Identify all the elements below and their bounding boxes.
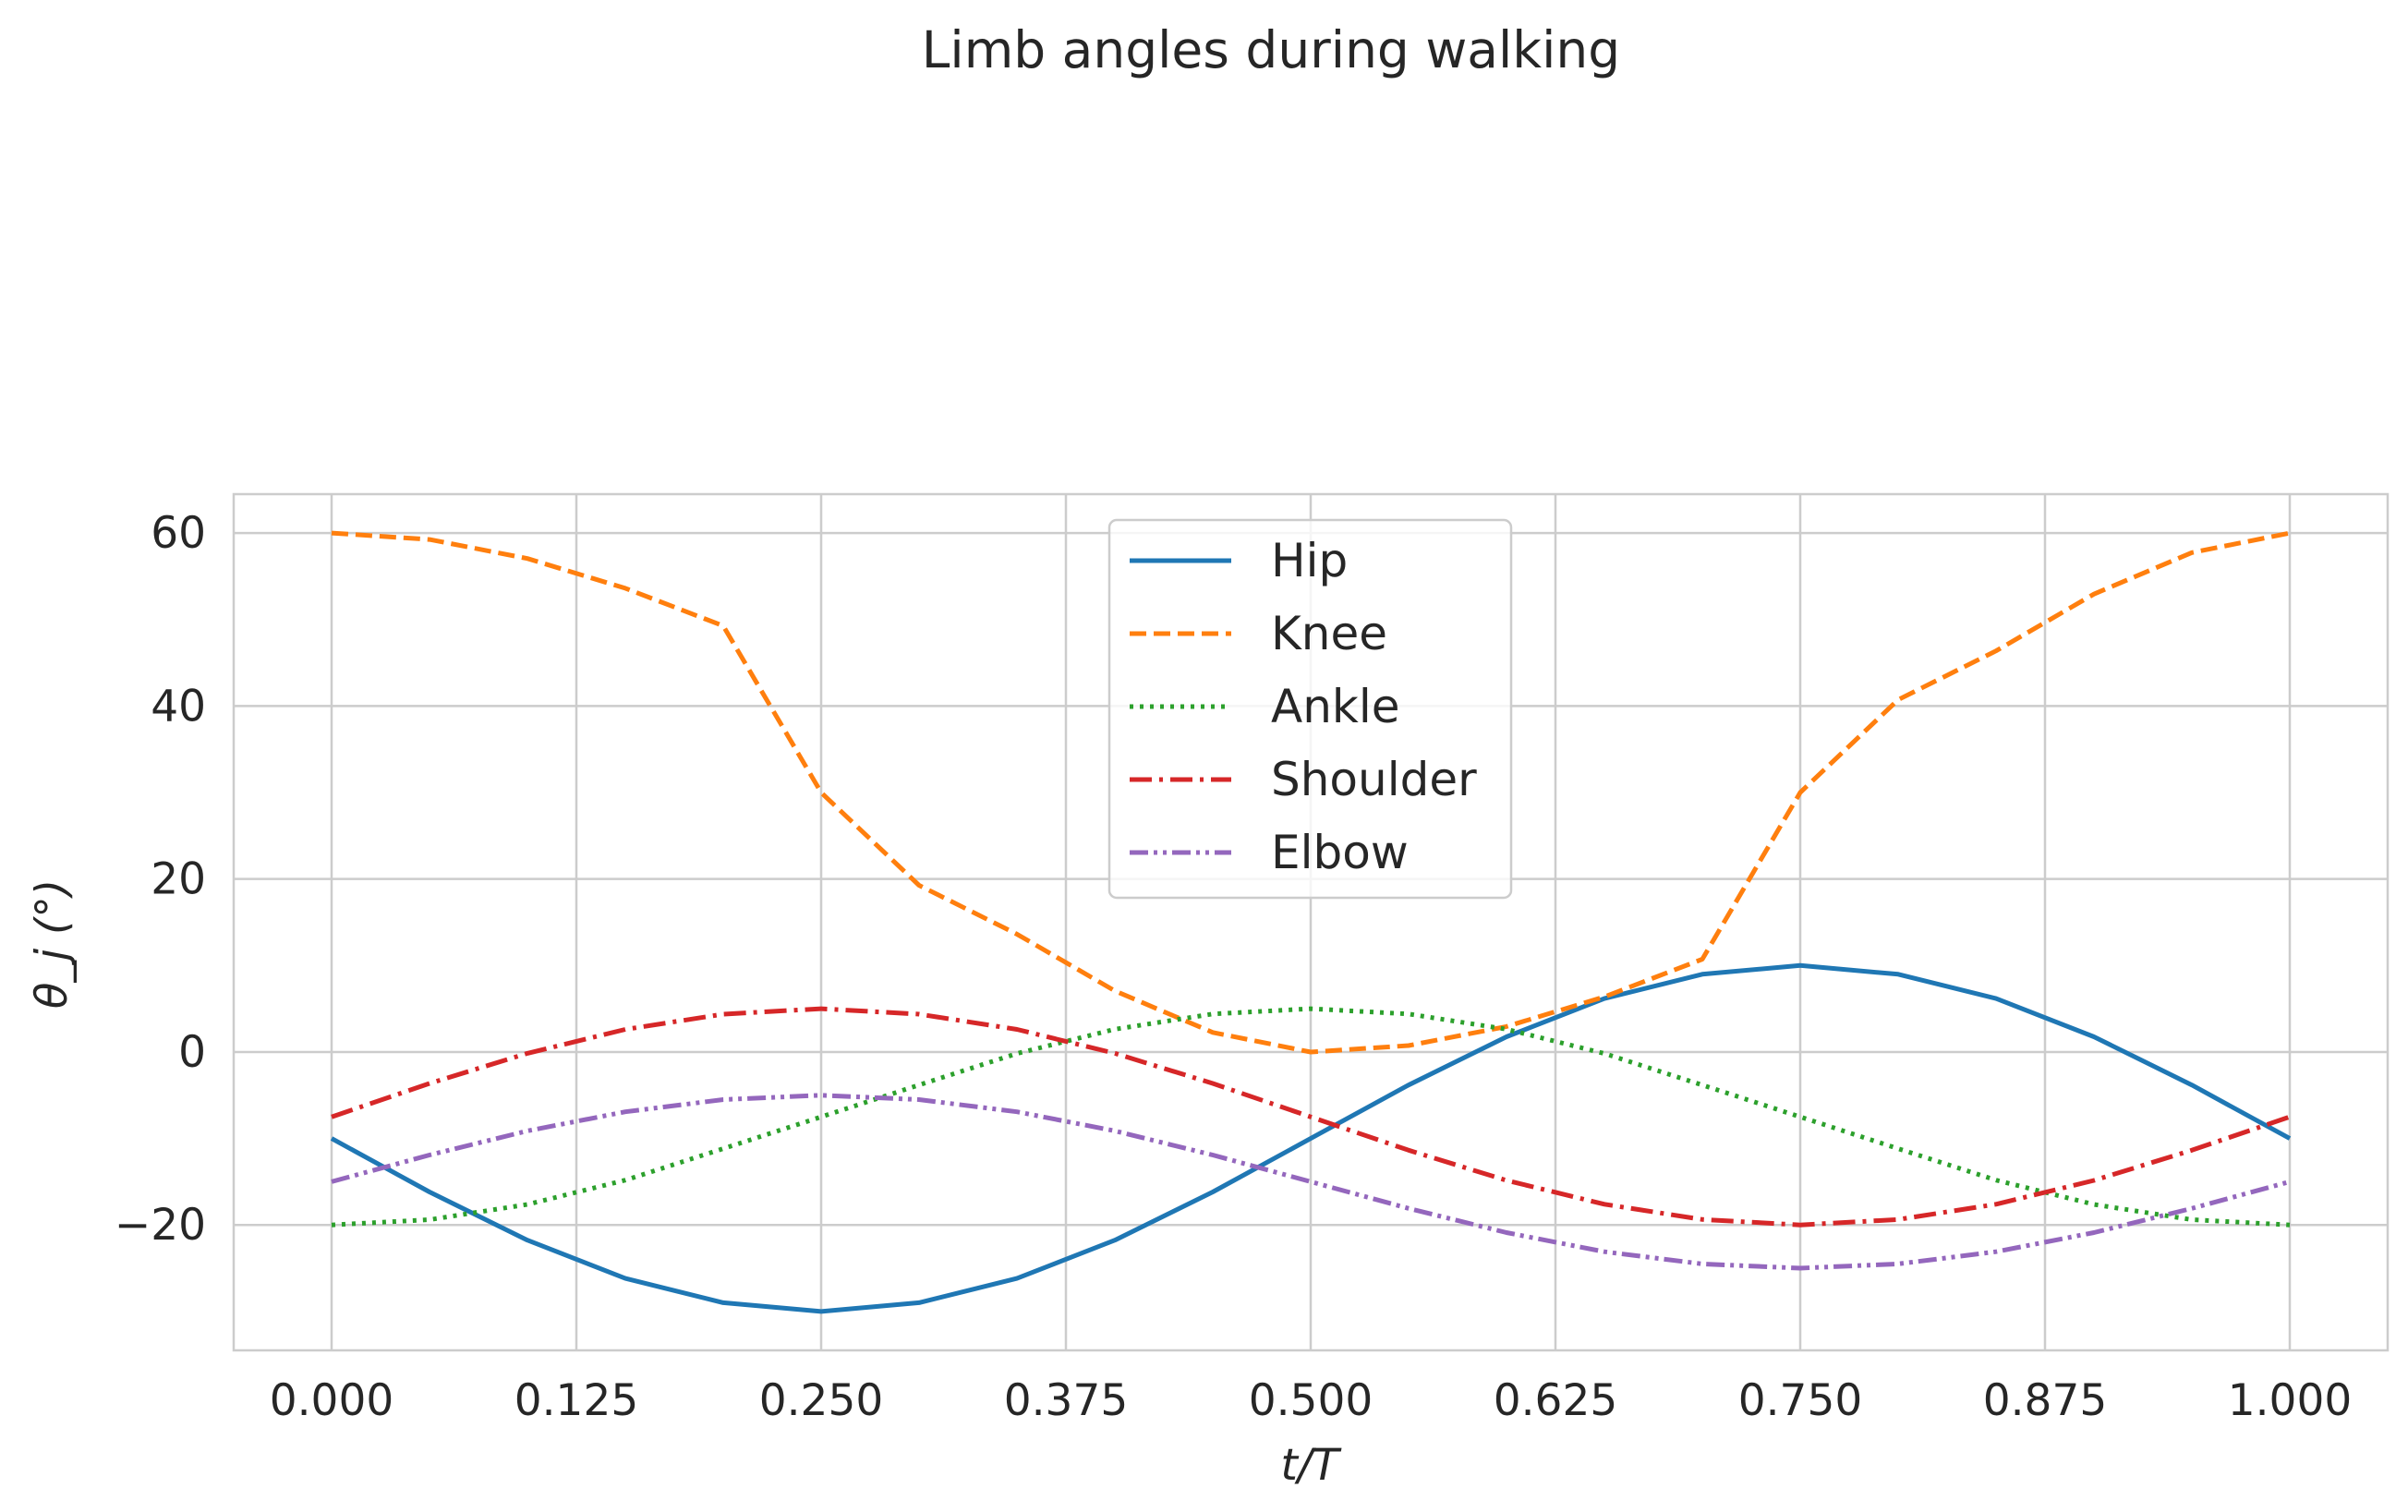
x-tick-label: 1.000 [2228,1375,2353,1426]
chart-title: Limb angles during walking [922,20,1620,79]
x-axis-ticks: 0.000 0.125 0.250 0.375 0.500 0.625 0.750 0.875… [270,1375,2353,1426]
plot-frame [232,492,2390,1352]
series-line-hip [330,962,2292,1314]
x-tick-label: 0.500 [1249,1375,1373,1426]
x-tick-label: 0.375 [1004,1375,1129,1426]
y-tick-label: −20 [115,1200,206,1251]
x-tick-label: 0.000 [270,1375,394,1426]
legend: Hip Knee Ankle Shoulder Elbow [1107,518,1513,900]
series-line-knee [331,530,2291,1055]
x-tick-label: 0.750 [1738,1375,1863,1426]
legend-label-hip: Hip [1271,534,1348,587]
legend-label-ankle: Ankle [1271,680,1400,733]
x-tick-label: 0.875 [1983,1375,2108,1426]
x-tick-label: 0.250 [759,1375,884,1426]
legend-items: Hip Knee Ankle Shoulder Elbow [1130,534,1477,879]
y-tick-label: 0 [178,1027,206,1078]
x-tick-label: 0.125 [514,1375,639,1426]
y-axis-ticks: −20 0 20 40 60 [115,508,206,1251]
series-layer [330,530,2292,1314]
x-axis-label: t/T [1281,1440,1342,1491]
y-axis-label: θ_j (°) [27,879,78,1009]
x-tick-label: 0.625 [1494,1375,1618,1426]
series-line-shoulder [331,1006,2291,1228]
y-tick-label: 40 [151,681,206,732]
legend-label-elbow: Elbow [1271,826,1409,879]
y-tick-label: 20 [151,854,206,905]
legend-label-shoulder: Shoulder [1271,753,1477,806]
series-line-ankle [331,1006,2291,1228]
legend-box [1107,518,1513,900]
series-line-elbow [331,1093,2291,1271]
legend-label-knee: Knee [1271,607,1387,660]
y-tick-label: 60 [151,508,206,559]
